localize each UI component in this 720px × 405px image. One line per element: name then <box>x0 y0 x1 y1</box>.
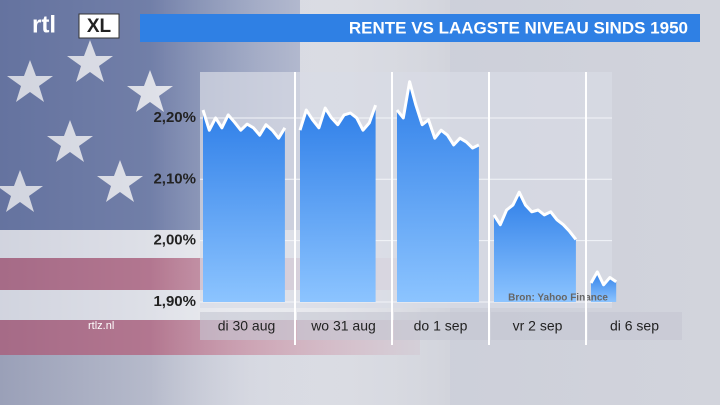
line <box>201 109 287 140</box>
category-cell <box>588 312 682 340</box>
category-cell <box>297 312 391 340</box>
y-tick-label: 1,90% <box>153 293 196 310</box>
title-bar <box>140 14 700 42</box>
area <box>203 110 285 302</box>
line <box>492 190 578 241</box>
area <box>397 81 479 302</box>
y-tick-label: 2,20% <box>153 109 196 126</box>
x-tick-label: vr 2 sep <box>513 318 563 334</box>
y-tick-label: 2,00% <box>153 232 196 249</box>
area <box>300 105 376 302</box>
x-tick-label: wo 31 aug <box>310 318 376 334</box>
logo-rtl: rtl <box>32 11 56 38</box>
category-cell <box>394 312 488 340</box>
x-tick-label: di 30 aug <box>218 318 276 334</box>
category-cell <box>200 312 294 340</box>
category-cell <box>491 312 585 340</box>
y-tick-label: 2,10% <box>153 170 196 187</box>
line <box>395 80 480 150</box>
x-tick-label: do 1 sep <box>414 318 468 334</box>
line <box>298 104 378 132</box>
line <box>589 270 618 287</box>
logo-xl: XL <box>87 16 112 37</box>
logo-box <box>78 13 120 39</box>
website: rtlz.nl <box>88 320 114 332</box>
x-tick-label: di 6 sep <box>610 318 659 334</box>
chart: 1,90% 2,00% 2,10% 2,20% Bron: Yahoo Finance d… <box>153 72 682 345</box>
chart-title: RENTE VS LAAGSTE NIVEAU SINDS 1950 <box>349 18 688 37</box>
source: Bron: Yahoo Finance <box>508 293 608 304</box>
